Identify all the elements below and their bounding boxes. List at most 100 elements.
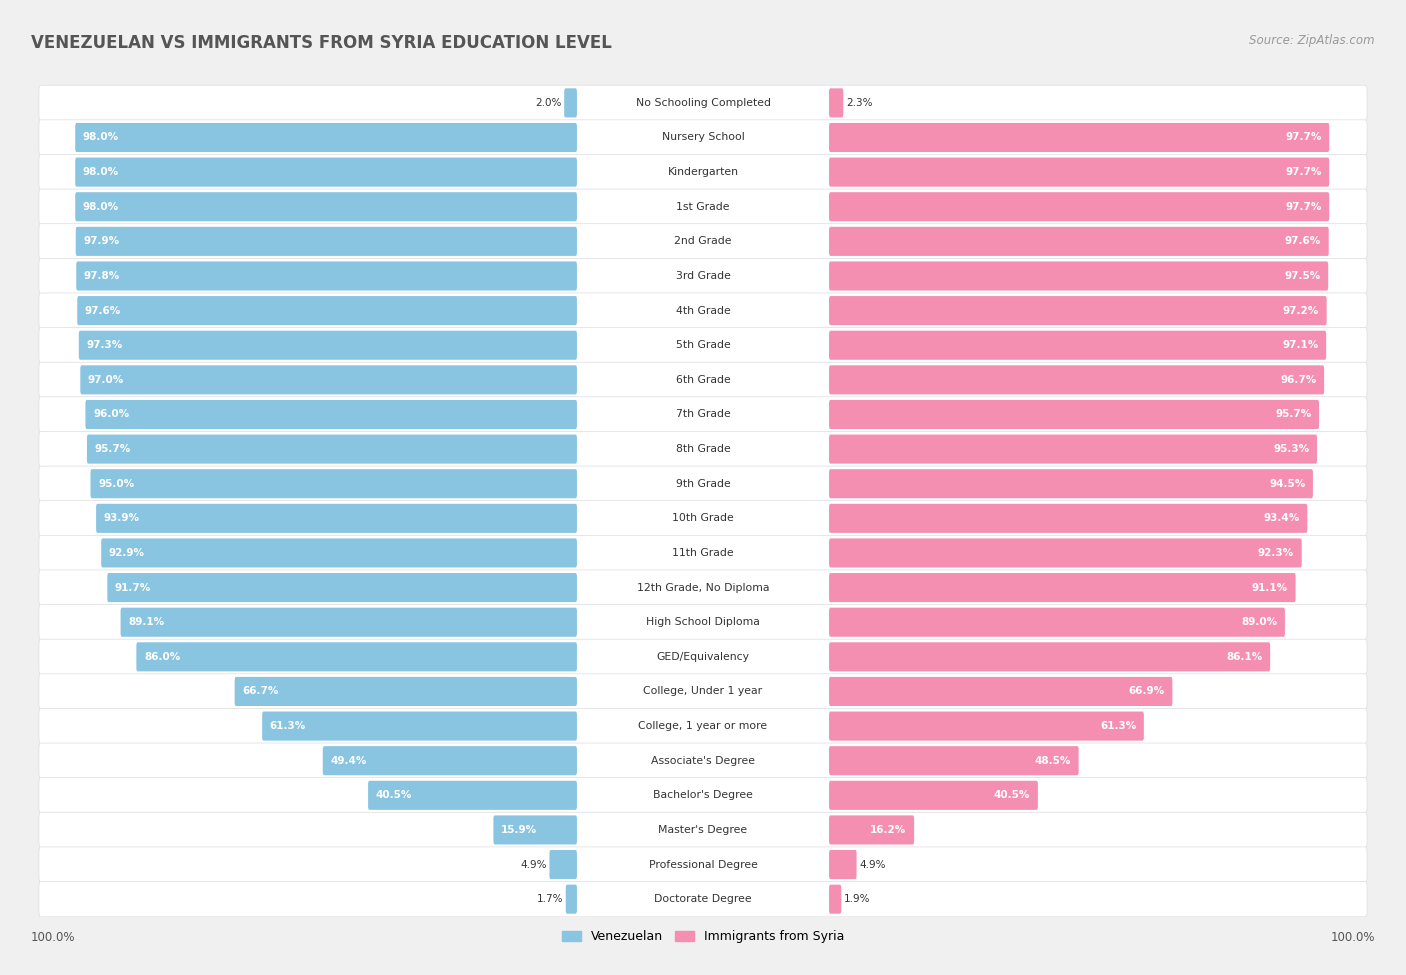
FancyBboxPatch shape bbox=[76, 192, 576, 221]
Text: College, 1 year or more: College, 1 year or more bbox=[638, 722, 768, 731]
Text: Professional Degree: Professional Degree bbox=[648, 860, 758, 870]
Text: 97.1%: 97.1% bbox=[1282, 340, 1319, 350]
FancyBboxPatch shape bbox=[830, 331, 1326, 360]
Text: 15.9%: 15.9% bbox=[501, 825, 537, 835]
FancyBboxPatch shape bbox=[76, 227, 576, 255]
FancyBboxPatch shape bbox=[830, 400, 1319, 429]
Text: 95.7%: 95.7% bbox=[94, 444, 131, 454]
FancyBboxPatch shape bbox=[39, 674, 1367, 709]
FancyBboxPatch shape bbox=[830, 504, 1308, 533]
Text: 95.3%: 95.3% bbox=[1274, 444, 1309, 454]
Text: 98.0%: 98.0% bbox=[83, 202, 120, 212]
FancyBboxPatch shape bbox=[830, 192, 1329, 221]
Text: 98.0%: 98.0% bbox=[83, 133, 120, 142]
Text: 97.2%: 97.2% bbox=[1282, 305, 1319, 316]
Text: 1st Grade: 1st Grade bbox=[676, 202, 730, 212]
Text: 92.3%: 92.3% bbox=[1258, 548, 1294, 558]
Text: 97.0%: 97.0% bbox=[89, 374, 124, 385]
Text: 4.9%: 4.9% bbox=[520, 860, 547, 870]
FancyBboxPatch shape bbox=[262, 712, 576, 741]
FancyBboxPatch shape bbox=[494, 815, 576, 844]
Text: 91.7%: 91.7% bbox=[115, 583, 152, 593]
FancyBboxPatch shape bbox=[107, 573, 576, 603]
FancyBboxPatch shape bbox=[830, 815, 914, 844]
FancyBboxPatch shape bbox=[39, 881, 1367, 916]
FancyBboxPatch shape bbox=[830, 296, 1327, 325]
Text: 92.9%: 92.9% bbox=[108, 548, 145, 558]
Text: 66.9%: 66.9% bbox=[1129, 686, 1164, 696]
Text: 2.3%: 2.3% bbox=[846, 98, 872, 108]
FancyBboxPatch shape bbox=[39, 535, 1367, 570]
Text: 96.7%: 96.7% bbox=[1281, 374, 1316, 385]
Text: Nursery School: Nursery School bbox=[662, 133, 744, 142]
Text: 12th Grade, No Diploma: 12th Grade, No Diploma bbox=[637, 583, 769, 593]
FancyBboxPatch shape bbox=[830, 435, 1317, 464]
Text: Bachelor's Degree: Bachelor's Degree bbox=[652, 791, 754, 800]
FancyBboxPatch shape bbox=[564, 89, 576, 117]
FancyBboxPatch shape bbox=[121, 607, 576, 637]
Text: Doctorate Degree: Doctorate Degree bbox=[654, 894, 752, 904]
Text: 86.0%: 86.0% bbox=[143, 652, 180, 662]
FancyBboxPatch shape bbox=[368, 781, 576, 810]
FancyBboxPatch shape bbox=[87, 435, 576, 464]
Text: Master's Degree: Master's Degree bbox=[658, 825, 748, 835]
FancyBboxPatch shape bbox=[96, 504, 576, 533]
FancyBboxPatch shape bbox=[830, 227, 1329, 255]
Text: High School Diploma: High School Diploma bbox=[647, 617, 759, 627]
FancyBboxPatch shape bbox=[830, 158, 1329, 186]
Text: 93.9%: 93.9% bbox=[104, 514, 139, 524]
Text: 97.8%: 97.8% bbox=[84, 271, 120, 281]
FancyBboxPatch shape bbox=[39, 604, 1367, 640]
FancyBboxPatch shape bbox=[79, 331, 576, 360]
Text: 40.5%: 40.5% bbox=[375, 791, 412, 800]
Text: 96.0%: 96.0% bbox=[93, 410, 129, 419]
Text: 8th Grade: 8th Grade bbox=[676, 444, 730, 454]
FancyBboxPatch shape bbox=[39, 640, 1367, 675]
Text: 1.9%: 1.9% bbox=[844, 894, 870, 904]
Text: 97.3%: 97.3% bbox=[86, 340, 122, 350]
FancyBboxPatch shape bbox=[80, 366, 576, 395]
FancyBboxPatch shape bbox=[830, 643, 1270, 672]
Text: 40.5%: 40.5% bbox=[994, 791, 1031, 800]
Text: 4.9%: 4.9% bbox=[859, 860, 886, 870]
FancyBboxPatch shape bbox=[39, 570, 1367, 605]
FancyBboxPatch shape bbox=[76, 261, 576, 291]
Text: 95.0%: 95.0% bbox=[98, 479, 135, 488]
FancyBboxPatch shape bbox=[39, 362, 1367, 398]
FancyBboxPatch shape bbox=[830, 746, 1078, 775]
Text: 95.7%: 95.7% bbox=[1275, 410, 1312, 419]
FancyBboxPatch shape bbox=[565, 884, 576, 914]
Text: Source: ZipAtlas.com: Source: ZipAtlas.com bbox=[1250, 34, 1375, 47]
Text: 11th Grade: 11th Grade bbox=[672, 548, 734, 558]
Text: Associate's Degree: Associate's Degree bbox=[651, 756, 755, 765]
FancyBboxPatch shape bbox=[39, 778, 1367, 813]
Text: 61.3%: 61.3% bbox=[1099, 722, 1136, 731]
Text: 7th Grade: 7th Grade bbox=[676, 410, 730, 419]
FancyBboxPatch shape bbox=[830, 573, 1295, 603]
FancyBboxPatch shape bbox=[39, 847, 1367, 882]
FancyBboxPatch shape bbox=[39, 501, 1367, 536]
Text: 86.1%: 86.1% bbox=[1226, 652, 1263, 662]
Text: 98.0%: 98.0% bbox=[83, 167, 120, 177]
Text: 10th Grade: 10th Grade bbox=[672, 514, 734, 524]
FancyBboxPatch shape bbox=[830, 884, 841, 914]
FancyBboxPatch shape bbox=[39, 328, 1367, 363]
FancyBboxPatch shape bbox=[39, 223, 1367, 259]
FancyBboxPatch shape bbox=[76, 123, 576, 152]
FancyBboxPatch shape bbox=[550, 850, 576, 879]
FancyBboxPatch shape bbox=[830, 850, 856, 879]
FancyBboxPatch shape bbox=[77, 296, 576, 325]
FancyBboxPatch shape bbox=[830, 89, 844, 117]
FancyBboxPatch shape bbox=[136, 643, 576, 672]
FancyBboxPatch shape bbox=[76, 158, 576, 186]
Text: 5th Grade: 5th Grade bbox=[676, 340, 730, 350]
Text: 3rd Grade: 3rd Grade bbox=[675, 271, 731, 281]
Text: College, Under 1 year: College, Under 1 year bbox=[644, 686, 762, 696]
FancyBboxPatch shape bbox=[830, 538, 1302, 567]
FancyBboxPatch shape bbox=[39, 258, 1367, 293]
Legend: Venezuelan, Immigrants from Syria: Venezuelan, Immigrants from Syria bbox=[557, 925, 849, 949]
Text: 97.6%: 97.6% bbox=[84, 305, 121, 316]
FancyBboxPatch shape bbox=[830, 781, 1038, 810]
Text: 94.5%: 94.5% bbox=[1270, 479, 1305, 488]
Text: No Schooling Completed: No Schooling Completed bbox=[636, 98, 770, 108]
